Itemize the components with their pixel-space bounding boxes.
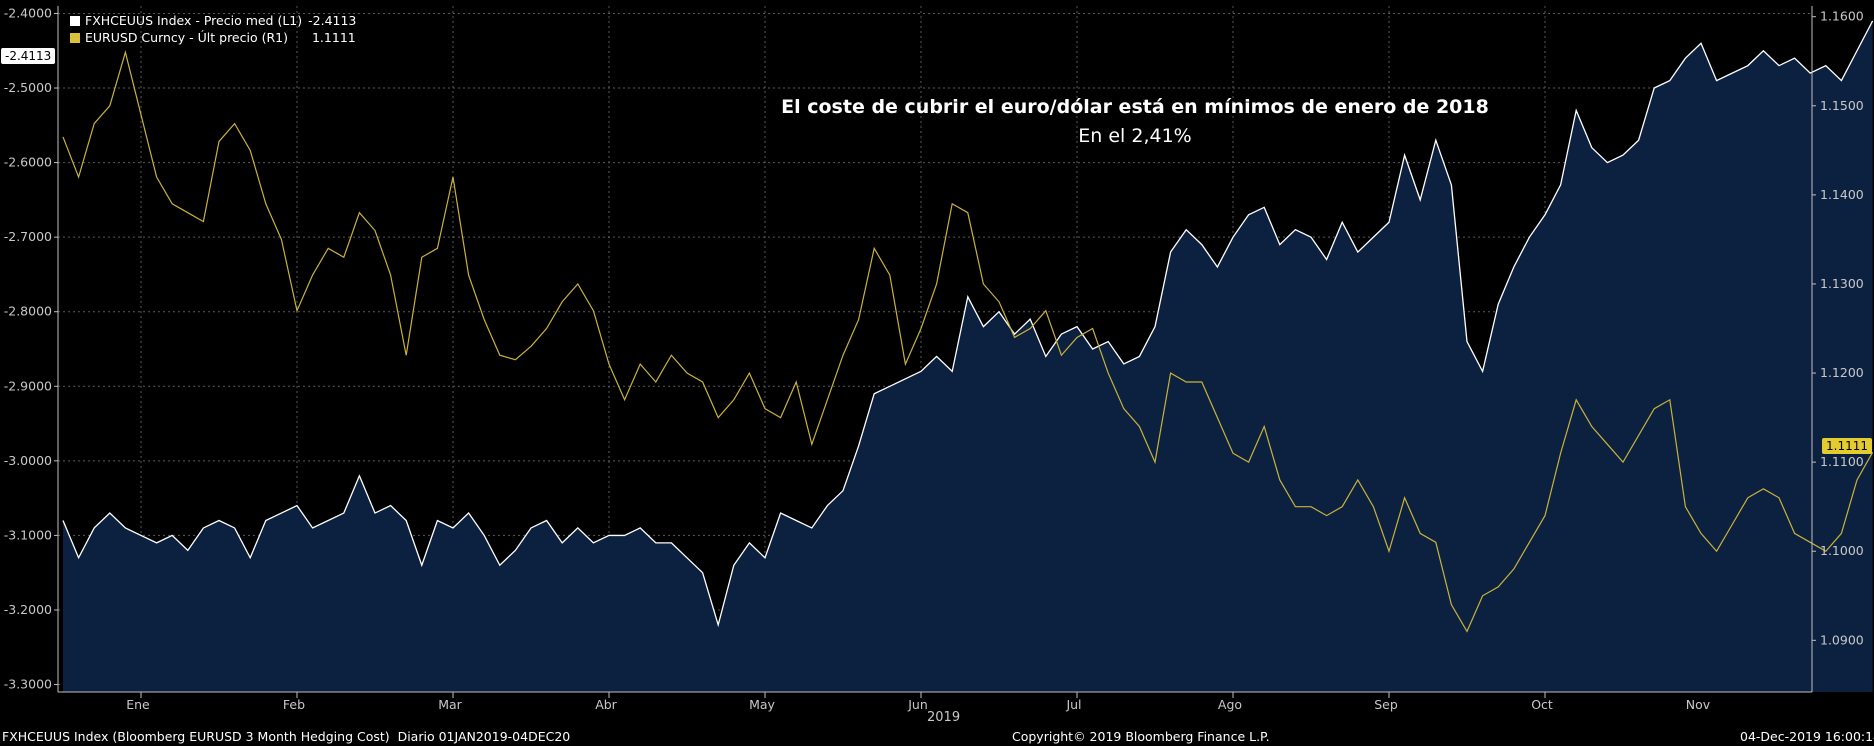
left-axis-tick-label: -3.3000 <box>4 677 52 692</box>
left-axis-tick-label: -2.7000 <box>4 229 52 244</box>
x-axis-tick-label: May <box>749 697 775 712</box>
x-axis-tick-label: Nov <box>1686 697 1711 712</box>
left-axis-last-value-badge: -2.4113 <box>1 48 56 64</box>
legend-label-eurusd: EURUSD Curncy - Últ precio (R1) <box>85 30 288 45</box>
x-axis-tick-label: Jul <box>1065 697 1081 712</box>
legend-item-hedging-cost: FXHCEUUS Index - Precio med (L1) -2.4113 <box>70 12 356 29</box>
series-line-hedging-cost <box>62 20 1874 628</box>
right-axis-tick-label: 1.1100 <box>1820 454 1864 469</box>
footer-copyright: Copyright© 2019 Bloomberg Finance L.P. <box>1012 729 1270 744</box>
left-axis-tick-label: -2.9000 <box>4 378 52 393</box>
right-axis-tick-label: 1.1600 <box>1820 9 1864 24</box>
right-axis-tick-label: 1.1000 <box>1820 543 1864 558</box>
legend-item-eurusd: EURUSD Curncy - Últ precio (R1) 1.1111 <box>70 29 356 46</box>
right-axis-last-value-badge: 1.1111 <box>1822 438 1872 454</box>
left-axis-tick-label: -3.1000 <box>4 527 52 542</box>
left-axis-tick-label: -2.6000 <box>4 155 52 170</box>
left-axis-tick-label: -3.2000 <box>4 602 52 617</box>
x-axis-tick-label: Feb <box>283 697 305 712</box>
x-axis-tick-label: Ago <box>1218 697 1242 712</box>
left-axis-tick-label: -2.5000 <box>4 80 52 95</box>
x-axis-tick-label: Sep <box>1374 697 1398 712</box>
legend-value-hedging-cost: -2.4113 <box>308 13 357 28</box>
x-axis-tick-label: Oct <box>1531 697 1553 712</box>
legend-swatch-hedging-cost <box>70 15 80 26</box>
x-axis-tick-label: Mar <box>438 697 462 712</box>
x-axis-year-label: 2019 <box>927 710 961 725</box>
series-line-eurusd <box>62 50 1874 633</box>
left-axis-tick-label: -3.0000 <box>4 453 52 468</box>
legend-label-hedging-cost: FXHCEUUS Index - Precio med (L1) <box>85 13 303 28</box>
footer-timestamp: 04-Dec-2019 16:00:14 <box>1740 729 1874 744</box>
chart-legend: FXHCEUUS Index - Precio med (L1) -2.4113… <box>70 12 356 46</box>
footer-source: FXHCEUUS Index (Bloomberg EURUSD 3 Month… <box>2 729 571 744</box>
x-axis-tick-label: Jun <box>907 697 928 712</box>
x-axis-tick-label: Ene <box>126 697 150 712</box>
right-axis-tick-label: 1.1400 <box>1820 187 1864 202</box>
legend-swatch-eurusd <box>70 32 80 43</box>
right-axis-tick-label: 1.1500 <box>1820 98 1864 113</box>
chart-title: El coste de cubrir el euro/dólar está en… <box>781 96 1489 118</box>
chart-subtitle: En el 2,41% <box>1078 125 1192 147</box>
legend-value-eurusd: 1.1111 <box>311 30 356 45</box>
left-axis-tick-label: -2.4000 <box>4 5 52 20</box>
left-axis-tick-label: -2.8000 <box>4 304 52 319</box>
series-area-hedging-cost <box>63 20 1873 693</box>
x-axis-tick-label: Abr <box>595 697 617 712</box>
right-axis-tick-label: 1.1300 <box>1820 276 1864 291</box>
right-axis-tick-label: 1.1200 <box>1820 365 1864 380</box>
right-axis-tick-label: 1.0900 <box>1820 632 1864 647</box>
